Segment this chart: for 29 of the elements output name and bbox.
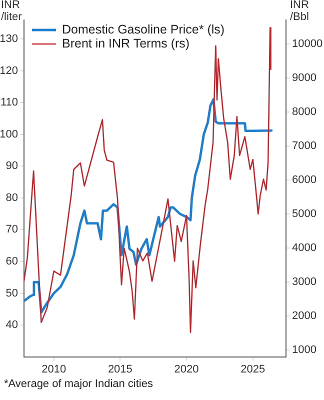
y-tick-label: 80 bbox=[6, 192, 18, 204]
legend-label: Domestic Gasoline Price* (ls) bbox=[62, 22, 225, 36]
y2-tick-label: 2000 bbox=[292, 310, 316, 322]
y-tick-label: 100 bbox=[0, 128, 18, 140]
y-tick-label: 40 bbox=[6, 319, 18, 332]
y2-axis-title: INR /Bbl bbox=[290, 0, 309, 23]
y2-tick-label: 10000 bbox=[292, 38, 323, 50]
y-tick-label: 50 bbox=[6, 287, 18, 300]
y2-tick-label: 8000 bbox=[292, 106, 316, 118]
x-tick-label: 2025 bbox=[240, 363, 266, 376]
legend-label: Brent in INR Terms (rs) bbox=[62, 36, 190, 50]
x-tick-label: 2020 bbox=[174, 363, 199, 376]
y-tick-label: 60 bbox=[6, 256, 18, 268]
y2-tick-label: 4000 bbox=[292, 242, 316, 254]
y2-tick-label: 6000 bbox=[292, 174, 316, 186]
y-tick-label: 120 bbox=[0, 64, 18, 77]
y2-tick-label: 7000 bbox=[292, 140, 316, 152]
y-tick-label: 130 bbox=[0, 33, 18, 46]
y-tick-label: 110 bbox=[0, 96, 18, 109]
y2-tick-label: 3000 bbox=[292, 276, 316, 288]
y2-tick-label: 5000 bbox=[292, 208, 316, 220]
text: *Average of major Indian cities bbox=[4, 378, 153, 390]
x-tick-label: 2010 bbox=[42, 363, 66, 376]
x-tick-label: 2015 bbox=[108, 363, 132, 376]
y2-tick-label: 9000 bbox=[292, 72, 316, 84]
y-axis-title: INR /liter bbox=[1, 0, 22, 23]
y2-tick-label: 1000 bbox=[292, 344, 316, 356]
y-tick-label: 70 bbox=[6, 224, 18, 236]
y-tick-label: 90 bbox=[6, 160, 18, 172]
